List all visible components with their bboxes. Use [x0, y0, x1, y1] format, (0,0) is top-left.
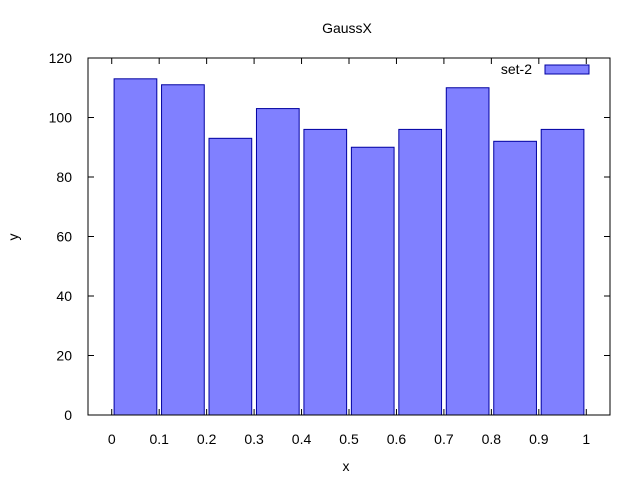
x-tick-label-1: 0.1: [149, 431, 169, 447]
y-tick-label-0: 0: [64, 407, 72, 423]
y-tick-label-2: 40: [56, 288, 72, 304]
x-tick-label-2: 0.2: [197, 431, 217, 447]
x-tick-label-3: 0.3: [244, 431, 264, 447]
y-tick-label-4: 80: [56, 169, 72, 185]
bar-9: [540, 128, 585, 416]
bar-1: [161, 84, 205, 416]
bar-8: [493, 140, 537, 416]
bar-7: [445, 87, 490, 416]
x-tick-label-10: 1: [582, 431, 590, 447]
bars-layer: [113, 78, 585, 416]
y-tick-label-6: 120: [49, 50, 73, 66]
axes-layer: 0 20 40 60 80 100 120 0 0.1 0.2 0.3 0.4 0.5 0.6 0.7 0.8…: [49, 50, 610, 447]
x-tick-label-4: 0.4: [292, 431, 312, 447]
legend: set-2: [501, 61, 590, 77]
x-tick-label-6: 0.6: [387, 431, 407, 447]
bar-3: [255, 108, 300, 416]
bar-6: [398, 128, 443, 416]
x-tick-label-9: 0.9: [529, 431, 549, 447]
bar-0: [113, 78, 158, 416]
x-axis-label: x: [343, 458, 350, 474]
y-axis-label: y: [5, 234, 21, 241]
x-tick-label-8: 0.8: [482, 431, 502, 447]
legend-label-set-2: set-2: [501, 61, 532, 77]
x-tick-label-7: 0.7: [434, 431, 454, 447]
bar-2: [208, 137, 253, 416]
x-tick-label-0: 0: [108, 431, 116, 447]
x-tick-label-5: 0.5: [339, 431, 359, 447]
bar-5: [350, 146, 395, 416]
y-tick-label-1: 20: [56, 348, 72, 364]
y-tick-label-3: 60: [56, 229, 72, 245]
legend-swatch-set-2: [544, 64, 590, 75]
y-tick-label-5: 100: [49, 110, 73, 126]
chart-title: GaussX: [322, 20, 372, 36]
bar-4: [303, 128, 348, 416]
